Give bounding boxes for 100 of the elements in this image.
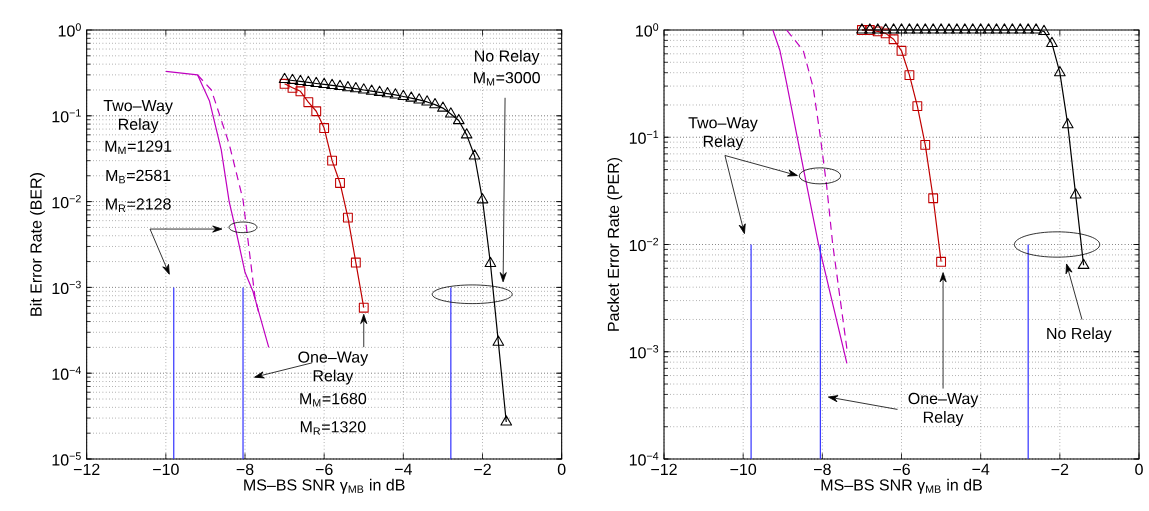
point bbox=[319, 123, 330, 133]
point bbox=[1077, 258, 1090, 269]
point bbox=[928, 193, 939, 204]
point bbox=[935, 23, 947, 34]
point bbox=[358, 302, 369, 313]
y-tick-label: 10$^{−3}$ bbox=[52, 280, 81, 295]
point bbox=[912, 101, 923, 112]
point bbox=[381, 87, 394, 98]
point bbox=[888, 34, 899, 45]
y-tick-label: 10$^{−4}$ bbox=[629, 452, 659, 466]
x-tick-label: −2 bbox=[474, 463, 491, 475]
x-tick-label: −2 bbox=[1051, 463, 1069, 475]
point bbox=[349, 82, 362, 93]
point bbox=[279, 78, 290, 89]
x-tick-label: −6 bbox=[315, 463, 333, 476]
x-tick-label: −12 bbox=[73, 463, 100, 475]
point bbox=[920, 139, 931, 150]
point bbox=[919, 23, 932, 34]
x-tick-label: −12 bbox=[651, 463, 677, 475]
point bbox=[302, 75, 315, 87]
annotation: M$_{B}$=2581 bbox=[106, 169, 171, 184]
x-tick-label: −6 bbox=[893, 463, 910, 476]
x-tick-label: 0 bbox=[557, 463, 566, 476]
point bbox=[326, 78, 338, 90]
point bbox=[927, 23, 940, 34]
point bbox=[904, 70, 915, 81]
point bbox=[389, 88, 402, 99]
point bbox=[311, 106, 322, 117]
annotation: No Relay bbox=[1047, 327, 1112, 343]
point bbox=[437, 101, 449, 112]
point bbox=[911, 23, 924, 34]
point bbox=[958, 23, 971, 34]
point bbox=[943, 23, 955, 34]
x-tick-label: 0 bbox=[1135, 463, 1143, 476]
point bbox=[1022, 23, 1035, 34]
x-tick-label: −10 bbox=[730, 463, 757, 476]
point bbox=[500, 415, 513, 426]
y-axis-title: Bit Error Rate (BER) bbox=[29, 173, 45, 316]
point bbox=[1061, 118, 1074, 129]
point bbox=[365, 84, 378, 95]
point bbox=[335, 178, 345, 188]
point bbox=[357, 83, 370, 94]
point bbox=[476, 193, 489, 204]
point bbox=[990, 23, 1003, 34]
point bbox=[1006, 23, 1019, 34]
annotation: One–Way Relay bbox=[908, 392, 979, 426]
point bbox=[1030, 23, 1042, 34]
x-tick-label: −4 bbox=[972, 463, 990, 475]
annotation: M$_{R}$=2128 bbox=[106, 198, 171, 212]
point bbox=[278, 72, 291, 84]
point bbox=[1046, 36, 1058, 48]
point bbox=[492, 335, 505, 346]
point bbox=[373, 85, 386, 96]
annotation: M$_{R}$=1320 bbox=[300, 421, 366, 435]
point bbox=[879, 23, 892, 34]
annotation: M$_{M}$=1680 bbox=[300, 393, 367, 407]
y-tick-label: 10$^{−3}$ bbox=[629, 345, 659, 359]
point bbox=[310, 76, 323, 88]
point bbox=[951, 23, 963, 34]
point bbox=[896, 45, 907, 56]
annotation: No Relay bbox=[475, 49, 540, 65]
x-tick-label: −8 bbox=[814, 463, 831, 476]
y-tick-label: 10$^{0}$ bbox=[636, 23, 659, 37]
point bbox=[998, 23, 1011, 34]
point bbox=[452, 113, 465, 125]
x-axis-title: MS–BS SNR γ$_{MB}$ in dB bbox=[244, 478, 405, 494]
point bbox=[413, 93, 426, 104]
point bbox=[903, 23, 916, 34]
x-tick-label: −8 bbox=[236, 463, 254, 476]
line-series bbox=[772, 29, 848, 364]
point bbox=[327, 155, 338, 166]
x-axis-title: MS–BS SNR γ$_{MB}$ in dB bbox=[821, 478, 982, 494]
point bbox=[1014, 23, 1027, 34]
point bbox=[880, 28, 891, 39]
x-tick-label: −4 bbox=[395, 463, 412, 475]
point bbox=[484, 256, 497, 268]
point bbox=[342, 80, 354, 92]
y-tick-label: 10$^{−2}$ bbox=[52, 194, 81, 209]
point bbox=[303, 97, 314, 108]
point bbox=[318, 77, 331, 89]
point bbox=[936, 256, 947, 267]
point bbox=[295, 86, 306, 97]
point bbox=[334, 79, 346, 91]
y-tick-label: 10$^{−5}$ bbox=[52, 452, 81, 466]
point bbox=[444, 107, 457, 118]
annotation: Two–Way Relay bbox=[103, 100, 173, 134]
point bbox=[350, 257, 361, 268]
annotation: M$_{M}$=3000 bbox=[474, 72, 540, 86]
point bbox=[1038, 24, 1050, 36]
point bbox=[982, 23, 995, 34]
annotation: One–Way Relay bbox=[298, 351, 369, 385]
y-axis-title: Packet Error Rate (PER) bbox=[607, 157, 623, 331]
y-tick-label: 10$^{−1}$ bbox=[629, 130, 659, 144]
point bbox=[421, 95, 433, 106]
y-tick-label: 10$^{−1}$ bbox=[52, 109, 81, 123]
point bbox=[405, 91, 418, 102]
y-tick-label: 10$^{0}$ bbox=[58, 23, 81, 37]
annotation: M$_{M}$=1291 bbox=[105, 140, 172, 155]
x-tick-label: −10 bbox=[153, 463, 179, 476]
annotation: Two–Way Relay bbox=[688, 117, 758, 151]
